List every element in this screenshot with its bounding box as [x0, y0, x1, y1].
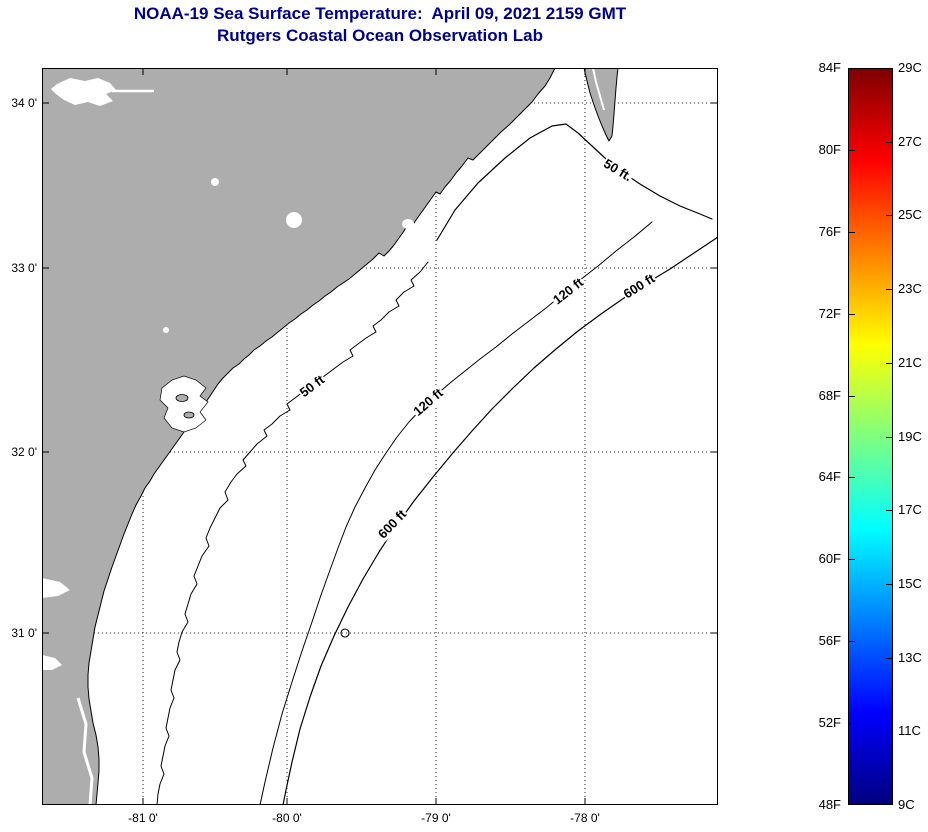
barrier-island: [183, 411, 195, 419]
colorbar-tick: [849, 641, 855, 642]
tidal-channel: [76, 697, 94, 805]
contour-600ft: [282, 236, 718, 805]
colorbar-tick: [849, 396, 855, 397]
isolated-depth-contour: [340, 628, 350, 638]
colorbar-tick: [886, 510, 892, 511]
axes-frame: [42, 68, 718, 805]
colorbar-tick: [886, 363, 892, 364]
colorbar-tick: [849, 723, 855, 724]
contour-50ft-longbay-shoal: [436, 123, 713, 241]
x-tick-label: -80 0': [272, 811, 302, 825]
y-tick-label: 33 0': [11, 261, 37, 275]
x-tick-label: -78 0': [570, 811, 600, 825]
cape-fear-peninsula: [583, 68, 619, 142]
land-mass: [42, 68, 619, 805]
estuary-bay: [159, 375, 209, 433]
colorbar-label-f: 72F: [818, 306, 841, 321]
colorbar-tick: [886, 658, 892, 659]
colorbar-label-f: 64F: [818, 469, 841, 484]
colorbar-tick: [886, 437, 892, 438]
colorbar-label-f: 84F: [818, 60, 841, 75]
colorbar-tick: [849, 559, 855, 560]
contour-120ft: [259, 221, 653, 805]
colorbar-label-c: 27C: [898, 134, 922, 149]
colorbar-label-f: 48F: [818, 797, 841, 812]
colorbar-label-c: 13C: [898, 650, 922, 665]
colorbar-label-f: 68F: [818, 388, 841, 403]
colorbar-tick: [849, 477, 855, 478]
river-lake-patch: [51, 78, 116, 106]
colorbar-tick: [849, 314, 855, 315]
y-tick-label: 34 0': [11, 96, 37, 110]
colorbar-tick: [849, 150, 855, 151]
colorbar-label-c: 21C: [898, 355, 922, 370]
colorbar-label-c: 9C: [898, 797, 915, 812]
river-mouth: [402, 219, 414, 229]
x-tick-label: -79 0': [421, 811, 451, 825]
colorbar-label-c: 23C: [898, 281, 922, 296]
colorbar-tick: [886, 731, 892, 732]
colorbar-tick: [886, 584, 892, 585]
cape-river-channel: [592, 68, 605, 111]
mainland-coastline: [42, 68, 556, 805]
colorbar-label-f: 60F: [818, 551, 841, 566]
colorbar-label-f: 56F: [818, 633, 841, 648]
colorbar-label-c: 17C: [898, 502, 922, 517]
barrier-islands: [175, 394, 195, 419]
small-lake: [163, 327, 169, 333]
colorbar-label-f: 52F: [818, 715, 841, 730]
colorbar-label-c: 19C: [898, 429, 922, 444]
y-tick-label: 31 0': [11, 626, 37, 640]
colorbar-tick: [886, 215, 892, 216]
river-mouth: [408, 234, 416, 246]
colorbar-label-c: 11C: [898, 723, 921, 738]
colorbar-label-f: 80F: [818, 142, 841, 157]
lake: [286, 212, 302, 228]
figure-title: NOAA-19 Sea Surface Temperature: April 0…: [133, 4, 627, 23]
barrier-island: [175, 394, 189, 402]
coastal-notch: [42, 578, 70, 598]
map-plot: [42, 68, 718, 805]
colorbar-tick: [886, 289, 892, 290]
colorbar-label-c: 29C: [898, 60, 922, 75]
colorbar-label-f: 76F: [818, 224, 841, 239]
colorbar-label-c: 15C: [898, 576, 922, 591]
y-tick-label: 32 0': [11, 445, 37, 459]
axis-tick-marks: [42, 68, 718, 805]
figure-subtitle: Rutgers Coastal Ocean Observation Lab: [217, 26, 543, 45]
colorbar-tick: [886, 142, 892, 143]
small-lake: [211, 178, 219, 186]
contour-50ft-coastal: [156, 261, 429, 805]
colorbar-gradient: [848, 68, 893, 805]
colorbar-tick: [849, 232, 855, 233]
map-border: [42, 68, 718, 805]
colorbar-label-c: 25C: [898, 207, 922, 222]
x-tick-label: -81 0': [128, 811, 158, 825]
coastal-notch: [42, 655, 62, 670]
inland-water-features: [42, 68, 605, 805]
